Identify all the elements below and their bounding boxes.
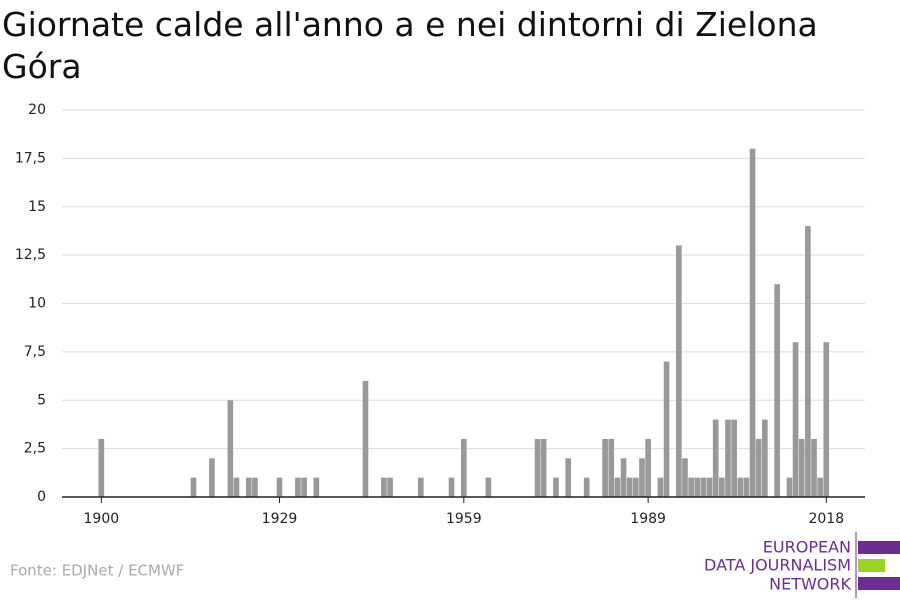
bar xyxy=(381,477,387,497)
bar xyxy=(313,477,320,497)
x-tick-label: 1929 xyxy=(262,511,298,527)
bar xyxy=(817,477,823,497)
bar xyxy=(749,148,756,497)
bar xyxy=(755,438,762,497)
x-tick-label: 2018 xyxy=(808,511,844,527)
bar xyxy=(209,458,215,497)
y-tick-label: 12,5 xyxy=(15,247,46,263)
bar xyxy=(227,400,234,497)
bar xyxy=(762,419,768,497)
bar xyxy=(295,477,301,497)
x-tick-label: 1989 xyxy=(630,511,666,527)
bar xyxy=(682,458,688,497)
y-tick-label: 5 xyxy=(37,392,46,408)
bar xyxy=(805,226,811,497)
logo-text: NETWORK xyxy=(769,575,851,594)
bar xyxy=(798,438,805,497)
bar xyxy=(301,477,307,497)
bar xyxy=(725,419,731,497)
bar xyxy=(663,361,670,497)
x-tick-label: 1900 xyxy=(84,511,120,527)
bar xyxy=(252,477,258,497)
bar xyxy=(657,477,664,497)
bar xyxy=(712,419,719,497)
logo-bar xyxy=(858,541,900,554)
bar xyxy=(633,477,639,497)
bar xyxy=(792,342,799,497)
bar xyxy=(387,477,393,497)
bar xyxy=(614,477,621,497)
bar xyxy=(362,380,369,497)
bar xyxy=(583,477,590,497)
logo-text: DATA JOURNALISM xyxy=(704,556,851,575)
bar xyxy=(645,438,651,497)
logo-bar xyxy=(858,559,885,572)
bar xyxy=(737,477,744,497)
bar xyxy=(676,245,682,497)
bar xyxy=(743,477,750,497)
bar xyxy=(460,438,467,497)
bar xyxy=(540,438,547,497)
bar xyxy=(688,477,694,497)
bar xyxy=(190,477,197,497)
y-tick-label: 20 xyxy=(28,102,46,118)
logo-bar xyxy=(858,577,900,590)
y-tick-label: 2,5 xyxy=(24,441,46,457)
bar xyxy=(534,438,541,497)
y-tick-label: 15 xyxy=(28,199,46,215)
y-tick-label: 10 xyxy=(28,296,46,312)
bar xyxy=(485,477,492,497)
logo-text: EUROPEAN xyxy=(763,538,851,557)
bar xyxy=(731,419,737,497)
y-tick-label: 7,5 xyxy=(24,344,46,360)
bar xyxy=(639,458,645,497)
bar xyxy=(719,477,725,497)
bar xyxy=(553,477,559,497)
bar xyxy=(245,477,252,497)
bar xyxy=(700,477,707,497)
bar xyxy=(694,477,701,497)
bar xyxy=(811,438,817,497)
bar xyxy=(602,438,608,497)
bar xyxy=(823,342,830,497)
bar xyxy=(774,284,780,497)
y-tick-label: 17,5 xyxy=(15,150,46,166)
bar xyxy=(417,477,424,497)
source: Fonte: EDJNet / ECMWF xyxy=(10,562,184,580)
chart-title: Giornate calde all'anno a e nei dintorni… xyxy=(2,5,818,86)
bar xyxy=(620,458,627,497)
bar xyxy=(626,477,633,497)
bar xyxy=(448,477,455,497)
bar xyxy=(786,477,793,497)
bar xyxy=(565,458,572,497)
bar xyxy=(608,438,615,497)
y-tick-label: 0 xyxy=(37,489,46,505)
bar xyxy=(98,438,105,497)
bar xyxy=(233,477,240,497)
x-tick-label: 1959 xyxy=(446,511,482,527)
bar xyxy=(706,477,713,497)
bar xyxy=(276,477,283,497)
